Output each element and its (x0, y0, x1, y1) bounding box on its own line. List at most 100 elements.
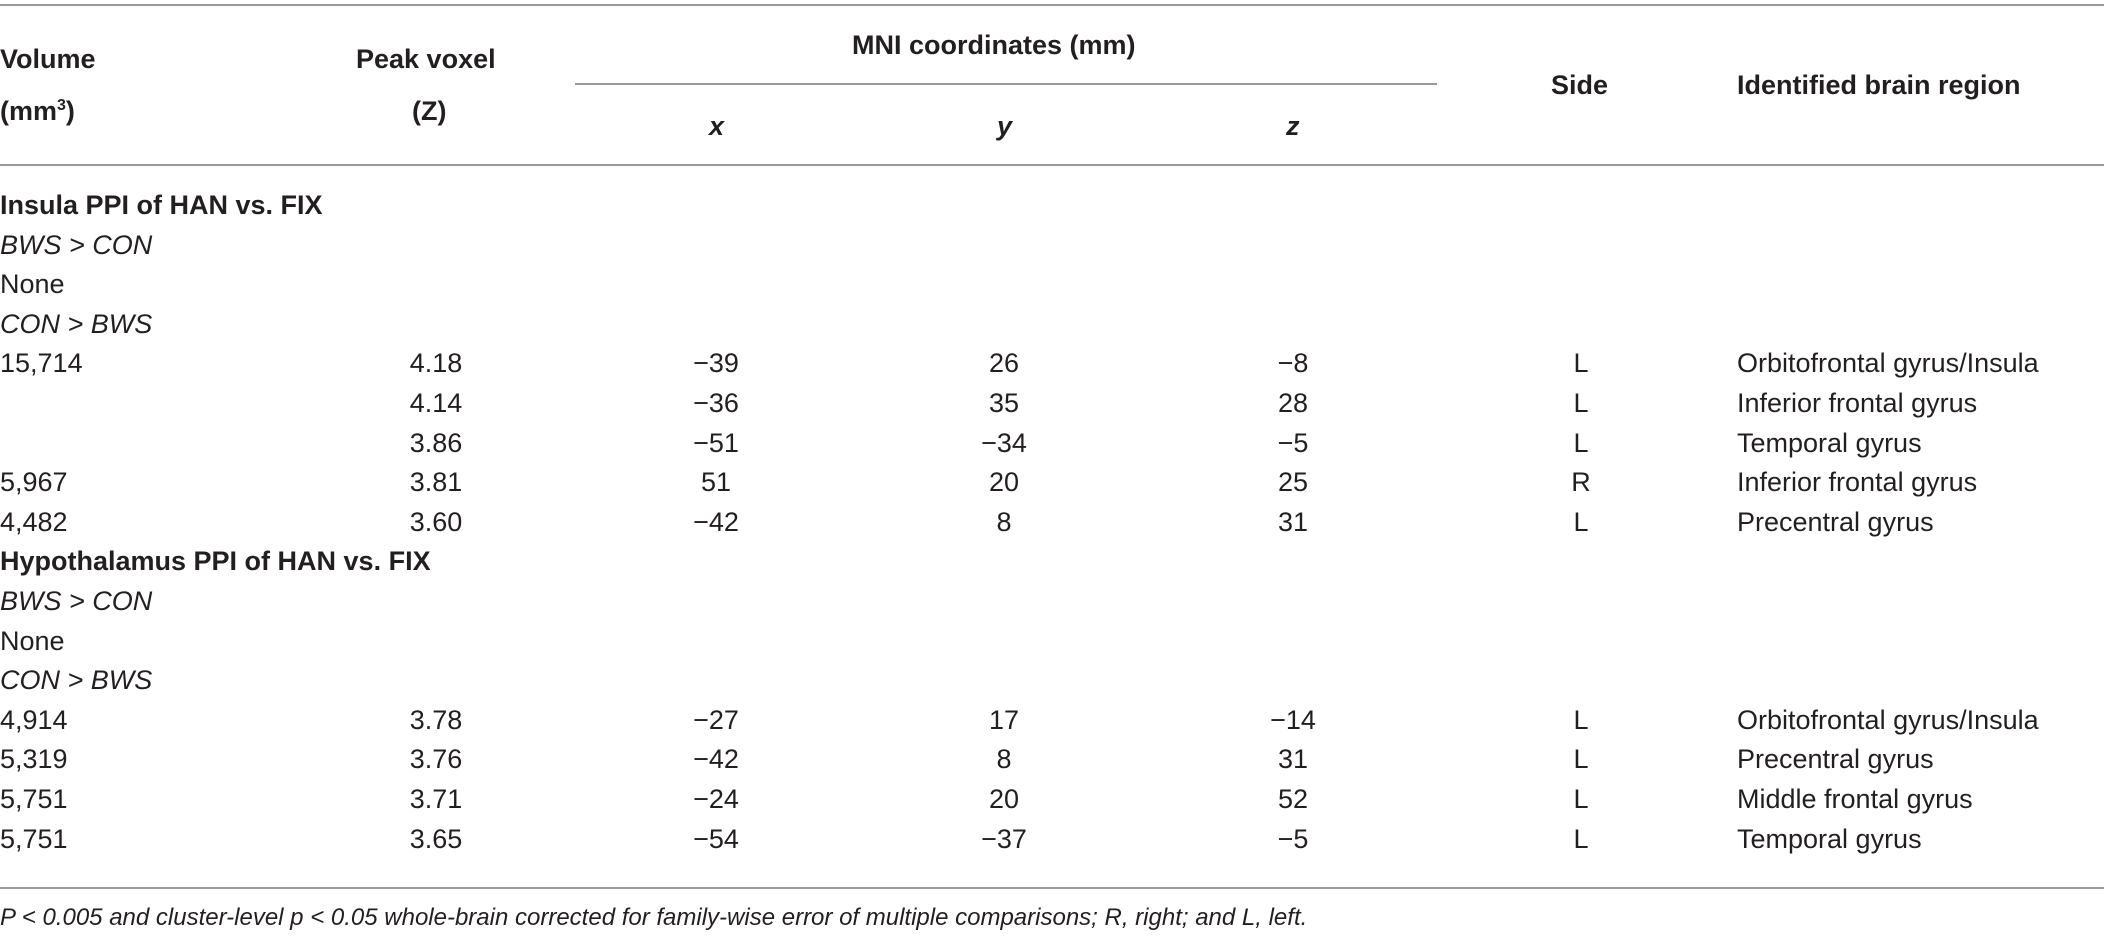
x-coordinate-cell: −51 (693, 427, 739, 458)
table-body: Insula PPI of HAN vs. FIX BWS > CON None CO… (0, 186, 2104, 859)
z-coordinate-cell: 31 (1277, 744, 1309, 775)
side-cell: L (1573, 704, 1589, 735)
header-y: y (997, 111, 1013, 141)
header-side: Side (1551, 70, 1609, 100)
section-heading: Insula PPI of HAN vs. FIX (0, 190, 323, 220)
brain-region-cell: Middle frontal gyrus (1737, 783, 1973, 814)
table-row: 5,751 3.71 −24 20 52 L Middle frontal gyrus (0, 780, 2104, 820)
volume-cell: 5,751 (0, 823, 68, 854)
peak-voxel-cell: 4.14 (409, 387, 463, 418)
y-coordinate-cell: 20 (988, 783, 1020, 814)
peak-voxel-cell: 3.76 (409, 744, 463, 775)
peak-voxel-cell: 3.78 (409, 704, 463, 735)
brain-region-cell: Inferior frontal gyrus (1737, 387, 1978, 418)
contrast-label: BWS > CON (0, 585, 153, 616)
table-row: 3.86 −51 −34 −5 L Temporal gyrus (0, 424, 2104, 464)
x-coordinate-cell: −36 (693, 387, 739, 418)
table-footnote: P < 0.005 and cluster-level p < 0.05 who… (0, 904, 1308, 931)
section-heading-row: Hypothalamus PPI of HAN vs. FIX (0, 542, 2104, 582)
table-top-rule (0, 4, 2104, 6)
table-row: 4.14 −36 35 28 L Inferior frontal gyrus (0, 384, 2104, 424)
z-coordinate-cell: 25 (1277, 467, 1309, 498)
side-cell: R (1571, 467, 1591, 498)
table-header-rule (0, 164, 2104, 166)
contrast-label-row: BWS > CON (0, 226, 2104, 266)
y-coordinate-cell: 20 (988, 467, 1020, 498)
header-x: x (709, 111, 725, 141)
volume-cell: 4,914 (0, 704, 68, 735)
x-coordinate-cell: −39 (693, 348, 739, 379)
header-volume: Volume (0, 44, 96, 74)
volume-cell: 5,967 (0, 467, 68, 498)
section-heading-row: Insula PPI of HAN vs. FIX (0, 186, 2104, 226)
z-coordinate-cell: −5 (1277, 823, 1309, 854)
y-coordinate-cell: 8 (996, 506, 1012, 537)
note-row: None (0, 265, 2104, 305)
y-coordinate-cell: −34 (981, 427, 1027, 458)
header-volume-unit: (mm3) (0, 96, 75, 126)
table-bottom-rule (0, 887, 2104, 889)
header-z: z (1286, 111, 1300, 141)
x-coordinate-cell: −24 (693, 783, 739, 814)
peak-voxel-cell: 3.71 (409, 783, 463, 814)
header-mni-rule (575, 83, 1437, 85)
table-row: 4,914 3.78 −27 17 −14 L Orbitofrontal gyrus/In… (0, 701, 2104, 741)
y-coordinate-cell: −37 (981, 823, 1027, 854)
brain-region-cell: Orbitofrontal gyrus/Insula (1737, 704, 2039, 735)
y-coordinate-cell: 17 (988, 704, 1020, 735)
volume-cell: 5,319 (0, 744, 68, 775)
brain-region-cell: Orbitofrontal gyrus/Insula (1737, 348, 2039, 379)
table-row: 4,482 3.60 −42 8 31 L Precentral gyrus (0, 503, 2104, 543)
brain-region-cell: Temporal gyrus (1737, 427, 1922, 458)
volume-cell: 4,482 (0, 506, 68, 537)
contrast-label: BWS > CON (0, 229, 153, 260)
z-coordinate-cell: 52 (1277, 783, 1309, 814)
peak-voxel-cell: 3.65 (409, 823, 463, 854)
z-coordinate-cell: 28 (1277, 387, 1309, 418)
contrast-label-row: BWS > CON (0, 582, 2104, 622)
brain-region-cell: Temporal gyrus (1737, 823, 1922, 854)
contrast-label: CON > BWS (0, 308, 153, 339)
peak-voxel-cell: 4.18 (409, 348, 463, 379)
none-label: None (0, 269, 65, 300)
volume-cell: 5,751 (0, 783, 68, 814)
peak-voxel-cell: 3.81 (409, 467, 463, 498)
peak-voxel-cell: 3.60 (409, 506, 463, 537)
x-coordinate-cell: −42 (693, 506, 739, 537)
table-row: 5,319 3.76 −42 8 31 L Precentral gyrus (0, 740, 2104, 780)
peak-voxel-cell: 3.86 (409, 427, 463, 458)
table-row: 15,714 4.18 −39 26 −8 L Orbitofrontal gyrus/In… (0, 344, 2104, 384)
note-row: None (0, 622, 2104, 662)
side-cell: L (1573, 783, 1589, 814)
x-coordinate-cell: −42 (693, 744, 739, 775)
table-row: 5,967 3.81 51 20 25 R Inferior frontal gyrus (0, 463, 2104, 503)
contrast-label-row: CON > BWS (0, 661, 2104, 701)
contrast-label-row: CON > BWS (0, 305, 2104, 345)
none-label: None (0, 625, 65, 656)
side-cell: L (1573, 506, 1589, 537)
y-coordinate-cell: 8 (996, 744, 1012, 775)
z-coordinate-cell: −5 (1277, 427, 1309, 458)
x-coordinate-cell: −27 (693, 704, 739, 735)
side-cell: L (1573, 387, 1589, 418)
side-cell: L (1573, 744, 1589, 775)
header-peak-voxel: Peak voxel (356, 44, 496, 74)
brain-region-cell: Inferior frontal gyrus (1737, 467, 1978, 498)
z-coordinate-cell: −14 (1270, 704, 1316, 735)
z-coordinate-cell: 31 (1277, 506, 1309, 537)
contrast-label: CON > BWS (0, 665, 153, 696)
side-cell: L (1573, 823, 1589, 854)
volume-cell: 15,714 (0, 348, 83, 379)
header-mni-coordinates: MNI coordinates (mm) (852, 30, 1136, 60)
z-coordinate-cell: −8 (1277, 348, 1309, 379)
side-cell: L (1573, 427, 1589, 458)
x-coordinate-cell: −54 (693, 823, 739, 854)
side-cell: L (1573, 348, 1589, 379)
section-heading: Hypothalamus PPI of HAN vs. FIX (0, 546, 431, 577)
header-peak-voxel-unit: (Z) (412, 96, 447, 126)
table-row: 5,751 3.65 −54 −37 −5 L Temporal gyrus (0, 820, 2104, 860)
brain-region-cell: Precentral gyrus (1737, 744, 1934, 775)
brain-region-cell: Precentral gyrus (1737, 506, 1934, 537)
header-region: Identified brain region (1737, 70, 2021, 100)
